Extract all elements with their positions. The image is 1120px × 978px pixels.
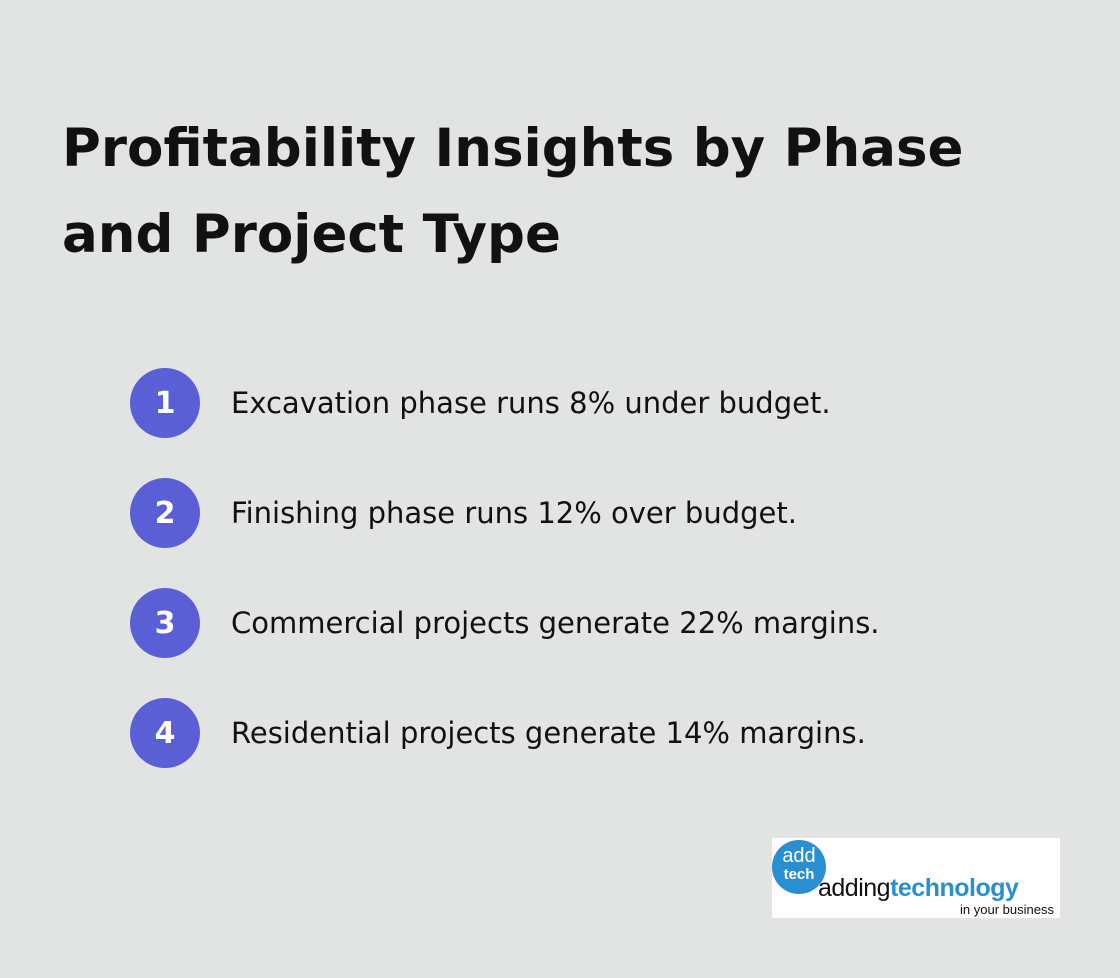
logo-tagline: in your business — [960, 902, 1054, 917]
logo-name-bold: technology — [890, 874, 1019, 902]
list-item: 3 Commercial projects generate 22% margi… — [130, 588, 880, 658]
item-number: 4 — [130, 698, 200, 768]
item-text: Commercial projects generate 22% margins… — [231, 606, 880, 640]
logo-badge-top: add — [782, 845, 816, 867]
logo-name-light: adding — [818, 874, 891, 902]
item-number: 3 — [130, 588, 200, 658]
list-item: 2 Finishing phase runs 12% over budget. — [130, 478, 797, 548]
logo-badge-bottom: tech — [783, 866, 815, 883]
item-number: 1 — [130, 368, 200, 438]
item-number: 2 — [130, 478, 200, 548]
item-text: Residential projects generate 14% margin… — [231, 716, 866, 750]
logo-badge: add tech — [772, 840, 826, 894]
list-item: 1 Excavation phase runs 8% under budget. — [130, 368, 831, 438]
title: Profitability Insights by Phase and Proj… — [62, 118, 964, 265]
logo-name: addingtechnology — [818, 874, 1019, 903]
logo: add tech addingtechnology in your busine… — [772, 838, 1060, 918]
item-text: Finishing phase runs 12% over budget. — [231, 496, 797, 530]
item-text: Excavation phase runs 8% under budget. — [231, 386, 831, 420]
list-item: 4 Residential projects generate 14% marg… — [130, 698, 866, 768]
